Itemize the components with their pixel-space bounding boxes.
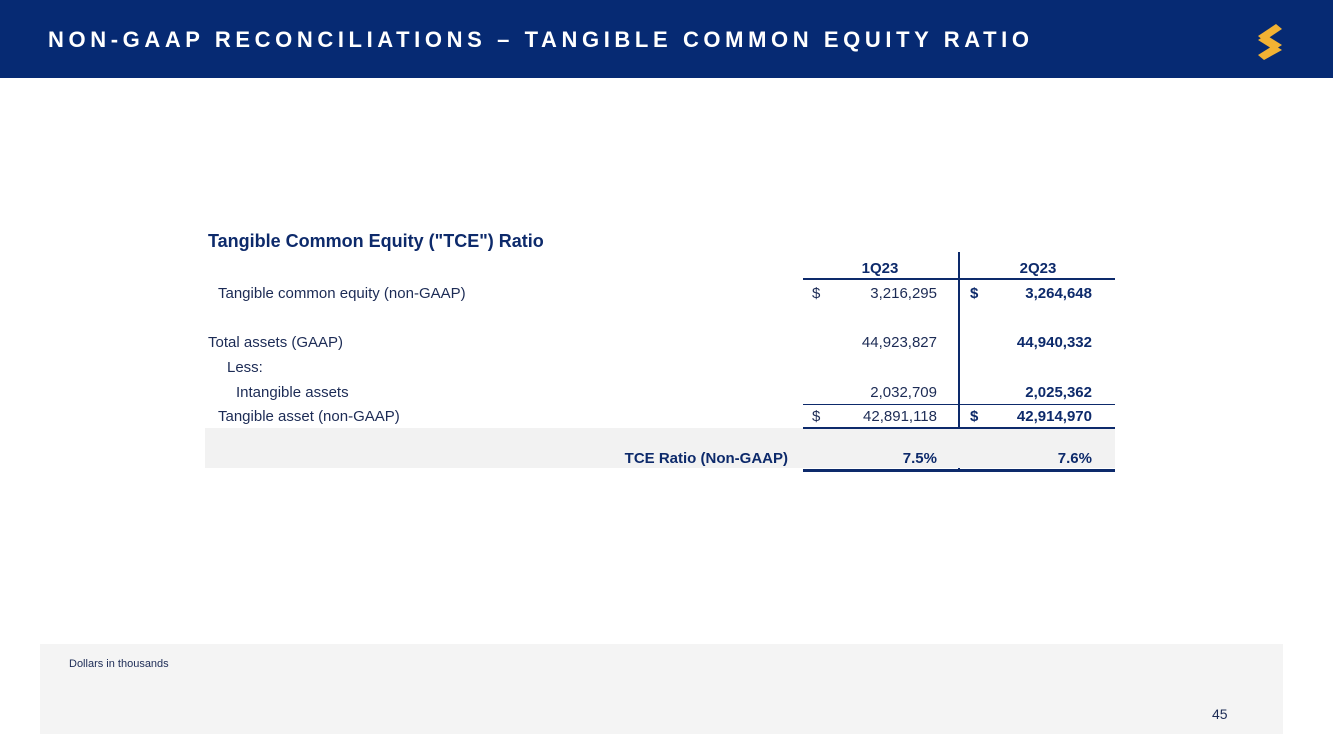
value-1q23: 3,216,295 bbox=[870, 285, 937, 302]
currency-symbol: $ bbox=[812, 408, 821, 425]
brand-logo-icon bbox=[1258, 24, 1282, 60]
value-1q23: 44,923,827 bbox=[861, 334, 937, 351]
row-label: Less: bbox=[227, 359, 263, 376]
row-label: Intangible assets bbox=[236, 384, 349, 401]
value-1q23: 2,032,709 bbox=[870, 384, 937, 401]
subtotal-rule bbox=[803, 404, 1115, 405]
total-rule bbox=[803, 427, 1115, 429]
footnote: Dollars in thousands bbox=[69, 658, 169, 670]
value-1q23: 7.5% bbox=[902, 450, 937, 467]
currency-symbol: $ bbox=[970, 285, 979, 302]
table-row: Less: bbox=[205, 359, 1115, 381]
table-row: Tangible common equity (non-GAAP) $ 3,21… bbox=[205, 285, 1115, 307]
header-underline bbox=[803, 278, 1115, 280]
value-2q23: 3,264,648 bbox=[1025, 285, 1092, 302]
value-2q23: 7.6% bbox=[1057, 450, 1092, 467]
value-2q23: 2,025,362 bbox=[1025, 384, 1092, 401]
value-1q23: 42,891,118 bbox=[863, 408, 937, 425]
value-2q23: 42,914,970 bbox=[1016, 408, 1092, 425]
currency-symbol: $ bbox=[970, 408, 979, 425]
row-label: Total assets (GAAP) bbox=[208, 334, 344, 351]
footnote-area: Dollars in thousands bbox=[40, 644, 1283, 734]
table-row: Total assets (GAAP) 44,923,827 44,940,33… bbox=[205, 334, 1115, 356]
row-label: Tangible common equity (non-GAAP) bbox=[218, 285, 466, 302]
tce-ratio-table: Tangible Common Equity ("TCE") Ratio 1Q2… bbox=[205, 228, 1115, 478]
currency-symbol: $ bbox=[812, 285, 821, 302]
column-divider bbox=[958, 252, 960, 469]
table-row: Intangible assets 2,032,709 2,025,362 bbox=[205, 384, 1115, 406]
page-title: NON-GAAP RECONCILIATIONS – TANGIBLE COMM… bbox=[48, 27, 1034, 52]
ratio-row-background bbox=[205, 428, 1115, 468]
page-number: 45 bbox=[1212, 706, 1228, 722]
double-underline bbox=[803, 469, 1115, 472]
row-label: TCE Ratio (Non-GAAP) bbox=[624, 450, 788, 467]
column-header-2q23: 2Q23 bbox=[1019, 260, 1057, 277]
table-row: TCE Ratio (Non-GAAP) 7.5% 7.6% bbox=[205, 450, 1115, 472]
header-bar: NON-GAAP RECONCILIATIONS – TANGIBLE COMM… bbox=[0, 0, 1333, 78]
column-header-1q23: 1Q23 bbox=[861, 260, 899, 277]
row-label: Tangible asset (non-GAAP) bbox=[218, 408, 400, 425]
table-row: Tangible asset (non-GAAP) $ 42,891,118 $… bbox=[205, 408, 1115, 430]
value-2q23: 44,940,332 bbox=[1016, 334, 1092, 351]
table-title: Tangible Common Equity ("TCE") Ratio bbox=[208, 231, 544, 251]
